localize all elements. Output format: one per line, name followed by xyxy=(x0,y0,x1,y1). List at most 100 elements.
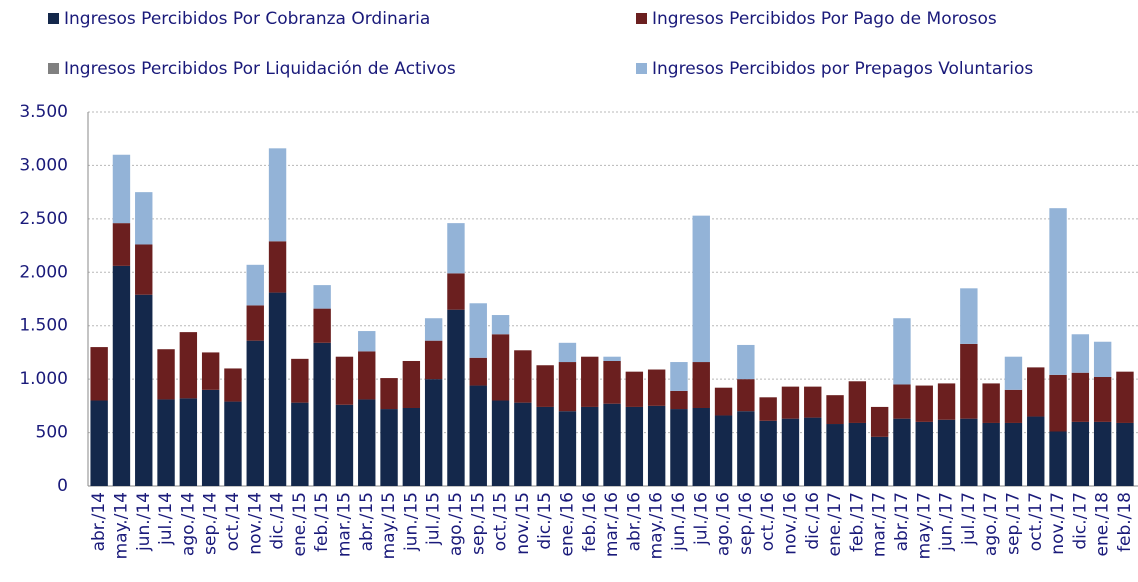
bar-segment xyxy=(380,378,398,410)
bar-segment xyxy=(201,389,220,486)
bar-segment xyxy=(893,318,911,385)
bar-segment xyxy=(893,418,911,486)
bar-segment xyxy=(915,421,933,486)
bar-segment xyxy=(1071,421,1090,486)
x-tick-label: oct./14 xyxy=(223,492,243,551)
bar-segment xyxy=(514,402,532,486)
x-tick-label: jul./16 xyxy=(691,492,711,546)
bar-segment xyxy=(1071,372,1090,422)
y-tick-label: 2.000 xyxy=(19,262,68,282)
x-tick-label: mar./16 xyxy=(602,492,622,557)
bar-segment xyxy=(603,356,621,361)
x-tick-label: ago./14 xyxy=(178,492,198,556)
bar-segment xyxy=(804,386,822,418)
bar-segment xyxy=(558,362,577,412)
bar-segment xyxy=(313,342,331,486)
bar-segment xyxy=(960,343,978,419)
x-tick-label: ene./15 xyxy=(290,492,310,556)
legend-label: Ingresos Percibidos Por Pago de Morosos xyxy=(652,9,997,29)
bar-segment xyxy=(291,358,309,403)
bar-segment xyxy=(581,356,599,407)
bar-segment xyxy=(826,424,844,486)
x-tick-label: sep./17 xyxy=(1003,492,1023,555)
bar-segment xyxy=(514,350,532,403)
bar-segment xyxy=(157,349,175,400)
x-tick-label: abr./16 xyxy=(624,492,644,551)
bar-segment xyxy=(1004,356,1023,390)
bar-segment xyxy=(670,409,688,486)
y-tick-label: 1.000 xyxy=(19,369,68,389)
bar-segment xyxy=(558,411,577,486)
bar-segment xyxy=(1049,374,1067,432)
y-tick-label: 2.500 xyxy=(19,209,68,229)
legend-swatch xyxy=(636,13,647,24)
bar-segment xyxy=(469,385,487,486)
x-tick-label: dic./15 xyxy=(535,492,555,550)
y-tick-label: 500 xyxy=(36,423,68,443)
bar-segment xyxy=(982,383,1000,423)
bar-segment xyxy=(870,406,889,437)
x-tick-label: feb./16 xyxy=(580,492,600,552)
bar-segment xyxy=(1116,422,1134,486)
bar-segment xyxy=(1004,422,1023,486)
x-tick-label: nov./14 xyxy=(245,492,265,555)
x-tick-label: abr./17 xyxy=(892,492,912,551)
bar-segment xyxy=(246,264,264,306)
bar-segment xyxy=(1049,431,1067,486)
bar-segment xyxy=(246,340,264,486)
bar-segment xyxy=(1027,416,1045,486)
bar-segment xyxy=(848,422,867,486)
y-tick-label: 3.000 xyxy=(19,155,68,175)
x-tick-label: sep./15 xyxy=(468,492,488,555)
y-tick-label: 3.500 xyxy=(19,102,68,122)
bar-segment xyxy=(135,294,153,486)
bar-segment xyxy=(1093,421,1112,486)
x-tick-label: nov./17 xyxy=(1048,492,1068,555)
bar-segment xyxy=(491,315,510,335)
bar-segment xyxy=(714,415,733,486)
bar-segment xyxy=(358,399,376,486)
bar-segment xyxy=(804,417,822,486)
bar-segment xyxy=(647,369,666,406)
bar-segment xyxy=(447,223,465,274)
bar-segment xyxy=(112,154,131,224)
x-tick-label: jun./17 xyxy=(937,492,957,552)
x-tick-label: oct./17 xyxy=(1026,492,1046,551)
bar-segment xyxy=(692,407,710,486)
bar-segment xyxy=(135,192,153,245)
bar-segment xyxy=(625,371,644,407)
x-tick-label: jun./15 xyxy=(401,492,421,552)
bar-segment xyxy=(1027,367,1045,417)
bar-segment xyxy=(335,356,354,405)
bar-segment xyxy=(759,397,777,421)
bar-segment xyxy=(759,420,777,486)
bar-segment xyxy=(424,318,443,341)
bar-segment xyxy=(893,384,911,419)
bar-segment xyxy=(90,347,108,401)
bar-segment xyxy=(915,385,933,422)
bar-segment xyxy=(536,406,554,486)
x-tick-label: mar./15 xyxy=(334,492,354,557)
bar-segment xyxy=(90,400,108,486)
bar-segment xyxy=(603,403,621,486)
x-tick-label: jul./15 xyxy=(424,492,444,546)
bar-segment xyxy=(737,344,755,380)
bar-segment xyxy=(224,368,242,402)
x-tick-label: may./17 xyxy=(914,492,934,559)
bar-segment xyxy=(737,379,755,412)
bar-segment xyxy=(781,418,800,486)
legend-swatch xyxy=(48,13,59,24)
x-tick-label: dic./16 xyxy=(803,492,823,550)
x-tick-label: nov./15 xyxy=(513,492,533,555)
x-tick-label: may./15 xyxy=(379,492,399,559)
bar-segment xyxy=(581,406,599,486)
bar-segment xyxy=(1116,371,1134,423)
x-tick-label: dic./17 xyxy=(1070,492,1090,550)
bar-segment xyxy=(1093,341,1112,378)
bar-segment xyxy=(848,381,867,423)
bar-segment xyxy=(870,436,889,486)
bar-segment xyxy=(380,409,398,486)
x-tick-label: feb./17 xyxy=(847,492,867,552)
bar-segment xyxy=(826,395,844,425)
